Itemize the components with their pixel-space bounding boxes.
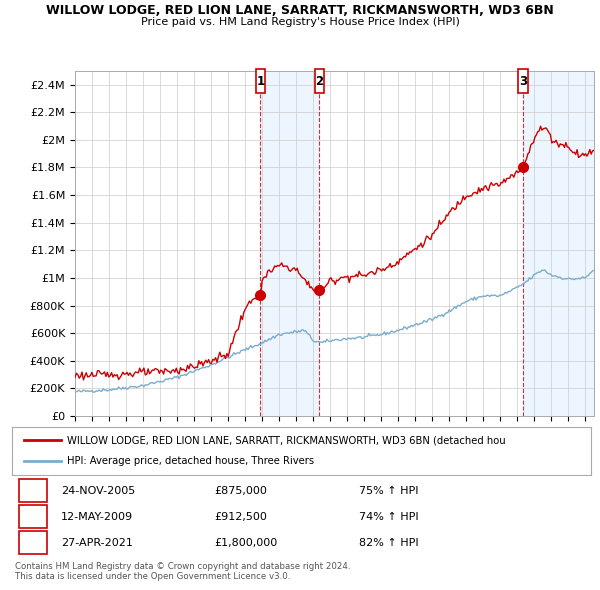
Text: £912,500: £912,500 [215,512,268,522]
Text: This data is licensed under the Open Government Licence v3.0.: This data is licensed under the Open Gov… [15,572,290,581]
Text: 3: 3 [29,536,37,549]
Text: 2: 2 [315,75,323,88]
Text: 27-APR-2021: 27-APR-2021 [61,538,133,548]
Text: 2: 2 [29,510,37,523]
Text: £1,800,000: £1,800,000 [215,538,278,548]
Text: 12-MAY-2009: 12-MAY-2009 [61,512,133,522]
Bar [256,70,265,93]
Bar [19,506,47,528]
Text: WILLOW LODGE, RED LION LANE, SARRATT, RICKMANSWORTH, WD3 6BN (detached hou: WILLOW LODGE, RED LION LANE, SARRATT, RI… [67,435,506,445]
Text: 3: 3 [519,75,527,88]
Text: 1: 1 [29,484,37,497]
Bar [523,71,594,416]
Text: Price paid vs. HM Land Registry's House Price Index (HPI): Price paid vs. HM Land Registry's House … [140,17,460,27]
Bar [518,70,527,93]
Text: Contains HM Land Registry data © Crown copyright and database right 2024.: Contains HM Land Registry data © Crown c… [15,562,350,571]
Text: 74% ↑ HPI: 74% ↑ HPI [359,512,419,522]
Text: £875,000: £875,000 [215,486,268,496]
Text: 24-NOV-2005: 24-NOV-2005 [61,486,136,496]
Bar [260,71,319,416]
Text: HPI: Average price, detached house, Three Rivers: HPI: Average price, detached house, Thre… [67,457,314,467]
Text: 75% ↑ HPI: 75% ↑ HPI [359,486,419,496]
Bar [314,70,324,93]
Text: WILLOW LODGE, RED LION LANE, SARRATT, RICKMANSWORTH, WD3 6BN: WILLOW LODGE, RED LION LANE, SARRATT, RI… [46,4,554,17]
Bar [19,480,47,502]
Text: 1: 1 [256,75,265,88]
Bar [19,532,47,554]
Text: 82% ↑ HPI: 82% ↑ HPI [359,538,419,548]
